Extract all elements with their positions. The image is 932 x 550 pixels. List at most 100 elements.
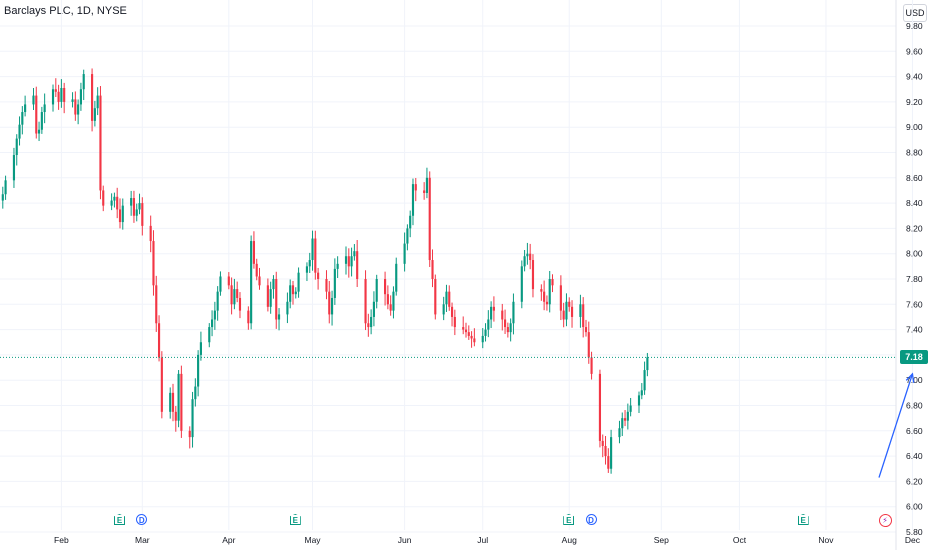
- candle-body: [395, 263, 398, 292]
- candle-body: [99, 95, 102, 191]
- candle-body: [252, 241, 256, 264]
- candle-body: [138, 203, 141, 210]
- candle-body: [375, 279, 378, 302]
- candle-body: [637, 395, 641, 406]
- y-tick-label: 9.00: [906, 122, 923, 132]
- earnings-event-icon[interactable]: E: [797, 514, 809, 525]
- candle-body: [347, 256, 350, 267]
- candle-body: [492, 306, 495, 311]
- candle-body: [74, 99, 77, 115]
- candle-body: [113, 196, 116, 201]
- candle-body: [208, 327, 211, 343]
- candle-body: [35, 95, 38, 134]
- price-axis: 9.80 9.60 9.40 9.20 9.00 8.80 8.60 8.40 8.20 8.00…: [906, 21, 923, 537]
- candle-body: [543, 291, 546, 302]
- candle-body: [180, 373, 183, 431]
- candle-body: [512, 301, 515, 324]
- candle-body: [626, 411, 629, 421]
- candle-body: [336, 263, 339, 269]
- candle-body: [411, 184, 415, 216]
- candle-body: [570, 306, 574, 317]
- trend-arrow[interactable]: [878, 372, 915, 478]
- candle-body: [118, 209, 122, 223]
- candle-body: [590, 357, 593, 374]
- candle-body: [160, 357, 163, 412]
- candle-body: [96, 95, 99, 109]
- candle-body: [392, 291, 395, 311]
- candle-body: [258, 276, 261, 286]
- y-tick-label: 8.60: [906, 173, 923, 183]
- candle-body: [503, 319, 507, 328]
- candle-body: [79, 89, 82, 105]
- candle-body: [509, 323, 512, 333]
- candle-body: [199, 342, 202, 355]
- earnings-event-icon[interactable]: E: [113, 514, 125, 525]
- candle-body: [177, 373, 180, 421]
- candle-body: [462, 327, 465, 330]
- candle-body: [604, 445, 607, 457]
- candle-body: [559, 285, 562, 311]
- candle-body: [610, 437, 613, 469]
- candles: [1, 68, 649, 474]
- y-tick-label: 6.20: [906, 476, 923, 486]
- candle-body: [82, 74, 85, 90]
- candle-body: [171, 392, 175, 412]
- candle-body: [470, 335, 473, 339]
- earnings-event-icon[interactable]: E: [563, 514, 575, 525]
- candle-body: [389, 304, 392, 311]
- candle-body: [643, 370, 646, 391]
- y-tick-label: 8.20: [906, 223, 923, 233]
- candle-body: [286, 301, 289, 315]
- y-tick-label: 9.20: [906, 97, 923, 107]
- time-axis: Feb Mar Apr May Jun Jul Aug Sep Oct Nov Dec: [54, 535, 921, 545]
- candle-body: [646, 357, 649, 371]
- candle-body: [238, 297, 242, 311]
- candle-body: [629, 405, 632, 412]
- candle-body: [216, 291, 219, 311]
- candle-body: [487, 319, 490, 330]
- candle-body: [333, 268, 336, 298]
- candle-body: [197, 354, 200, 387]
- candle-body: [93, 108, 96, 121]
- candle-body: [233, 289, 236, 305]
- candle-body: [54, 89, 57, 92]
- candle-body: [428, 177, 431, 261]
- earnings-event-icon[interactable]: E: [289, 514, 301, 525]
- y-tick-label: 5.80: [906, 527, 923, 537]
- candle-body: [266, 285, 269, 307]
- candle-body: [12, 155, 16, 181]
- dividend-event-icon[interactable]: D: [136, 514, 148, 525]
- candle-body: [305, 266, 309, 273]
- y-tick-label: 6.60: [906, 426, 923, 436]
- candle-body: [467, 332, 470, 336]
- split-event-icon[interactable]: ⚡: [878, 514, 892, 527]
- candle-body: [453, 316, 456, 328]
- candle-body: [63, 87, 66, 102]
- candle-body: [130, 198, 133, 206]
- candle-body: [289, 285, 292, 302]
- candle-body: [450, 306, 454, 317]
- y-tick-label: 8.80: [906, 148, 923, 158]
- candle-body: [213, 310, 216, 320]
- candle-body: [308, 260, 311, 267]
- x-tick-label: Dec: [905, 535, 921, 545]
- candle-body: [191, 399, 194, 438]
- candle-body: [110, 200, 113, 206]
- y-tick-label: 7.00: [906, 375, 923, 385]
- candle-body: [425, 177, 429, 193]
- candle-body: [210, 319, 214, 328]
- candle-body: [386, 294, 389, 305]
- candle-body: [501, 310, 504, 320]
- dividend-event-icon[interactable]: D: [585, 514, 597, 525]
- x-tick-label: May: [304, 535, 321, 545]
- candle-body: [481, 335, 484, 343]
- candle-body: [350, 256, 353, 267]
- candle-body: [370, 316, 373, 328]
- currency-button[interactable]: USD: [903, 4, 927, 22]
- candle-body: [141, 203, 144, 226]
- x-tick-label: Aug: [562, 535, 577, 545]
- x-tick-label: Nov: [818, 535, 834, 545]
- y-tick-label: 8.40: [906, 198, 923, 208]
- y-tick-label: 9.40: [906, 72, 923, 82]
